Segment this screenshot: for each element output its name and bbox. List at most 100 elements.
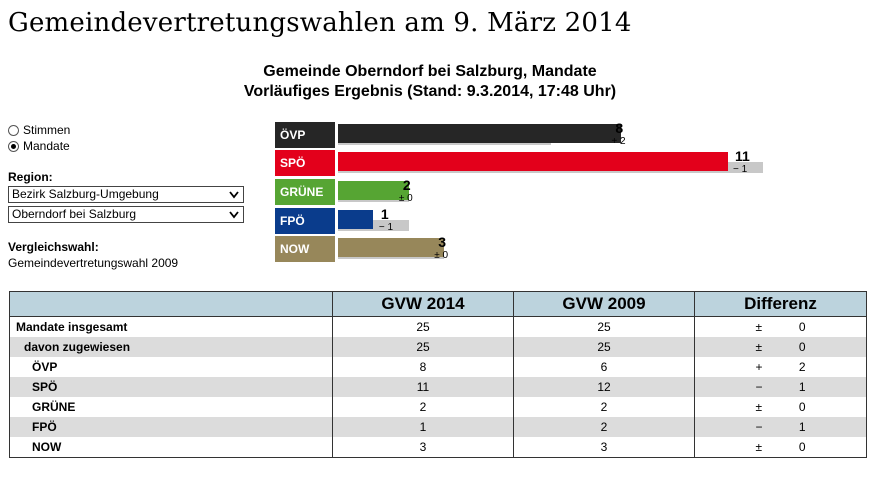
table-row: GRÜNE 2 2 ±0 — [9, 397, 867, 417]
radio-stimmen[interactable]: Stimmen — [8, 122, 70, 138]
bar-row: NOW 3 ± 0 — [275, 234, 835, 262]
table-cell-diff: −1 — [694, 377, 867, 397]
page-title: Gemeindevertretungswahlen am 9. März 201… — [8, 8, 632, 38]
municipality-select[interactable]: Oberndorf bei Salzburg — [8, 206, 244, 223]
table-row: ÖVP 8 6 +2 — [9, 357, 867, 377]
table-cell-diff: ±0 — [694, 397, 867, 417]
diff-sign: ± — [755, 440, 763, 454]
table-cell-2009: 25 — [513, 316, 695, 337]
bar-2014 — [338, 210, 374, 229]
district-select[interactable]: Bezirk Salzburg-Umgebung — [8, 186, 244, 203]
table-header-diff: Differenz — [694, 291, 867, 317]
chevron-down-icon — [228, 187, 240, 207]
table-cell-2009: 6 — [513, 357, 695, 377]
party-label: FPÖ — [275, 208, 335, 234]
table-row: SPÖ 11 12−1 — [9, 377, 867, 397]
diff-sign: + — [755, 360, 763, 374]
bar-2014 — [338, 152, 728, 171]
table-cell-2014: 2 — [332, 397, 514, 417]
table-cell-diff: ±0 — [694, 316, 867, 337]
bar-value-label: 2 — [402, 177, 411, 193]
table-cell-party: Mandate insgesamt — [9, 316, 333, 337]
table-cell-party: SPÖ — [9, 377, 333, 397]
chevron-down-icon — [228, 207, 240, 227]
radio-stimmen-circle[interactable] — [8, 124, 19, 136]
party-label: NOW — [275, 236, 335, 262]
diff-value: 1 — [798, 380, 806, 394]
bar-diff-label: − 1 — [378, 222, 394, 233]
table-cell-diff: +2 — [694, 357, 867, 377]
bar-2014 — [338, 124, 622, 143]
table-cell-party: ÖVP — [9, 357, 333, 377]
table-cell-party: davon zugewiesen — [9, 337, 333, 357]
party-label: SPÖ — [275, 150, 335, 176]
bar-row: ÖVP 8 + 2 — [275, 120, 835, 148]
table-cell-2009: 25 — [513, 337, 695, 357]
results-table: GVW 2014 GVW 2009 Differenz Mandate insg… — [9, 291, 867, 458]
table-cell-2014: 25 — [332, 316, 514, 337]
result-type-radio-group: Stimmen Mandate — [8, 122, 70, 154]
bar-2014 — [338, 181, 409, 200]
table-cell-party: GRÜNE — [9, 397, 333, 417]
table-header-2014: GVW 2014 — [332, 291, 514, 317]
diff-sign: ± — [755, 400, 763, 414]
bar-diff-label: + 2 — [611, 136, 626, 147]
bar-value-label: 8 — [615, 120, 624, 136]
table-cell-2014: 1 — [332, 417, 514, 437]
diff-sign: ± — [755, 320, 763, 334]
table-cell-2009: 12 — [513, 377, 695, 397]
radio-mandate-label: Mandate — [23, 139, 70, 153]
table-header-party — [9, 291, 333, 317]
table-cell-diff: ±0 — [694, 337, 867, 357]
bar-row: SPÖ 11− 1 — [275, 148, 835, 176]
diff-value: 0 — [798, 440, 806, 454]
diff-value: 2 — [798, 360, 806, 374]
table-row: NOW 3 3 ±0 — [9, 437, 867, 458]
diff-sign: ± — [755, 340, 763, 354]
table-cell-diff: −1 — [694, 417, 867, 437]
table-cell-diff: ±0 — [694, 437, 867, 458]
bar-2014 — [338, 238, 445, 257]
radio-mandate-circle[interactable] — [8, 140, 19, 152]
table-cell-2014: 25 — [332, 337, 514, 357]
diff-value: 1 — [798, 420, 806, 434]
diff-value: 0 — [798, 400, 806, 414]
bar-value-label: 11 — [735, 148, 750, 164]
radio-mandate[interactable]: Mandate — [8, 138, 70, 154]
diff-sign: − — [755, 420, 763, 434]
party-label: GRÜNE — [275, 179, 335, 205]
municipality-select-value: Oberndorf bei Salzburg — [12, 207, 137, 221]
bar-diff-label: − 1 — [733, 164, 748, 175]
table-cell-2009: 2 — [513, 397, 695, 417]
comparison-label: Vergleichswahl: — [8, 240, 99, 254]
bar-2009 — [338, 220, 409, 231]
comparison-value: Gemeindevertretungswahl 2009 — [8, 256, 179, 270]
chart-heading-line2: Vorläufiges Ergebnis (Stand: 9.3.2014, 1… — [243, 83, 617, 100]
bar-diff-label: ± 0 — [434, 250, 449, 261]
table-cell-2014: 8 — [332, 357, 514, 377]
table-header-2009: GVW 2009 — [513, 291, 695, 317]
table-row: davon zugewiesen 25 25 ±0 — [9, 337, 867, 357]
table-cell-party: FPÖ — [9, 417, 333, 437]
region-label: Region: — [8, 170, 53, 184]
party-label: ÖVP — [275, 122, 335, 148]
table-header-row: GVW 2014 GVW 2009 Differenz — [9, 291, 867, 317]
table-cell-2009: 2 — [513, 417, 695, 437]
table-cell-2014: 11 — [332, 377, 514, 397]
bar-value-label: 1 — [380, 206, 389, 222]
diff-value: 0 — [798, 340, 806, 354]
chart-heading-line1: Gemeinde Oberndorf bei Salzburg, Mandate — [263, 63, 597, 80]
radio-stimmen-label: Stimmen — [23, 123, 71, 137]
table-row: Mandate insgesamt 25 25 ±0 — [9, 316, 867, 337]
diff-value: 0 — [798, 320, 806, 334]
table-cell-2014: 3 — [332, 437, 514, 458]
bar-diff-label: ± 0 — [398, 193, 413, 204]
bar-row: FPÖ 1− 1 — [275, 206, 835, 234]
table-cell-party: NOW — [9, 437, 333, 458]
district-select-value: Bezirk Salzburg-Umgebung — [12, 187, 159, 201]
table-row: FPÖ 1 2−1 — [9, 417, 867, 437]
diff-sign: − — [755, 380, 763, 394]
table-cell-2009: 3 — [513, 437, 695, 458]
bar-value-label: 3 — [438, 234, 447, 250]
bar-row: GRÜNE 2 ± 0 — [275, 177, 835, 205]
